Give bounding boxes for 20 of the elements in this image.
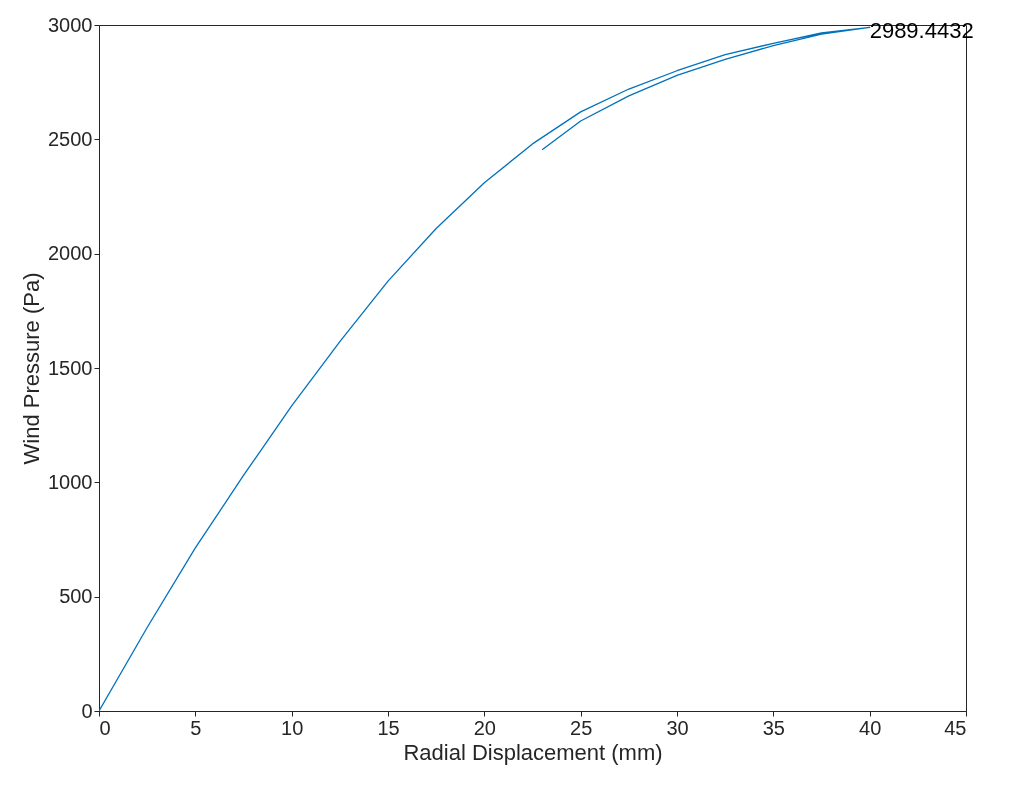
x-tick-label: 40 bbox=[859, 716, 882, 739]
x-tick-label: 25 bbox=[570, 716, 593, 739]
x-tick-label: 45 bbox=[944, 716, 967, 739]
y-tick-label: 0 bbox=[81, 699, 93, 722]
y-tick-label: 2500 bbox=[48, 127, 93, 150]
x-tick-label: 15 bbox=[377, 716, 400, 739]
y-axis-title: Wind Pressure (Pa) bbox=[19, 272, 45, 465]
x-tick-label: 30 bbox=[666, 716, 689, 739]
x-axis-title: Radial Displacement (mm) bbox=[403, 739, 663, 765]
x-tick-label: 5 bbox=[190, 716, 202, 739]
y-tick-label: 1000 bbox=[48, 470, 93, 493]
x-tick-label: 10 bbox=[281, 716, 304, 739]
x-tick-label: 35 bbox=[762, 716, 785, 739]
y-tick-label: 3000 bbox=[48, 13, 93, 36]
y-tick-label: 500 bbox=[59, 585, 93, 608]
y-tick-label: 2000 bbox=[48, 242, 93, 265]
line-series bbox=[99, 26, 871, 711]
x-tick-label: 0 bbox=[99, 716, 111, 739]
y-tick-label: 1500 bbox=[48, 356, 93, 379]
x-tick-label: 20 bbox=[473, 716, 496, 739]
